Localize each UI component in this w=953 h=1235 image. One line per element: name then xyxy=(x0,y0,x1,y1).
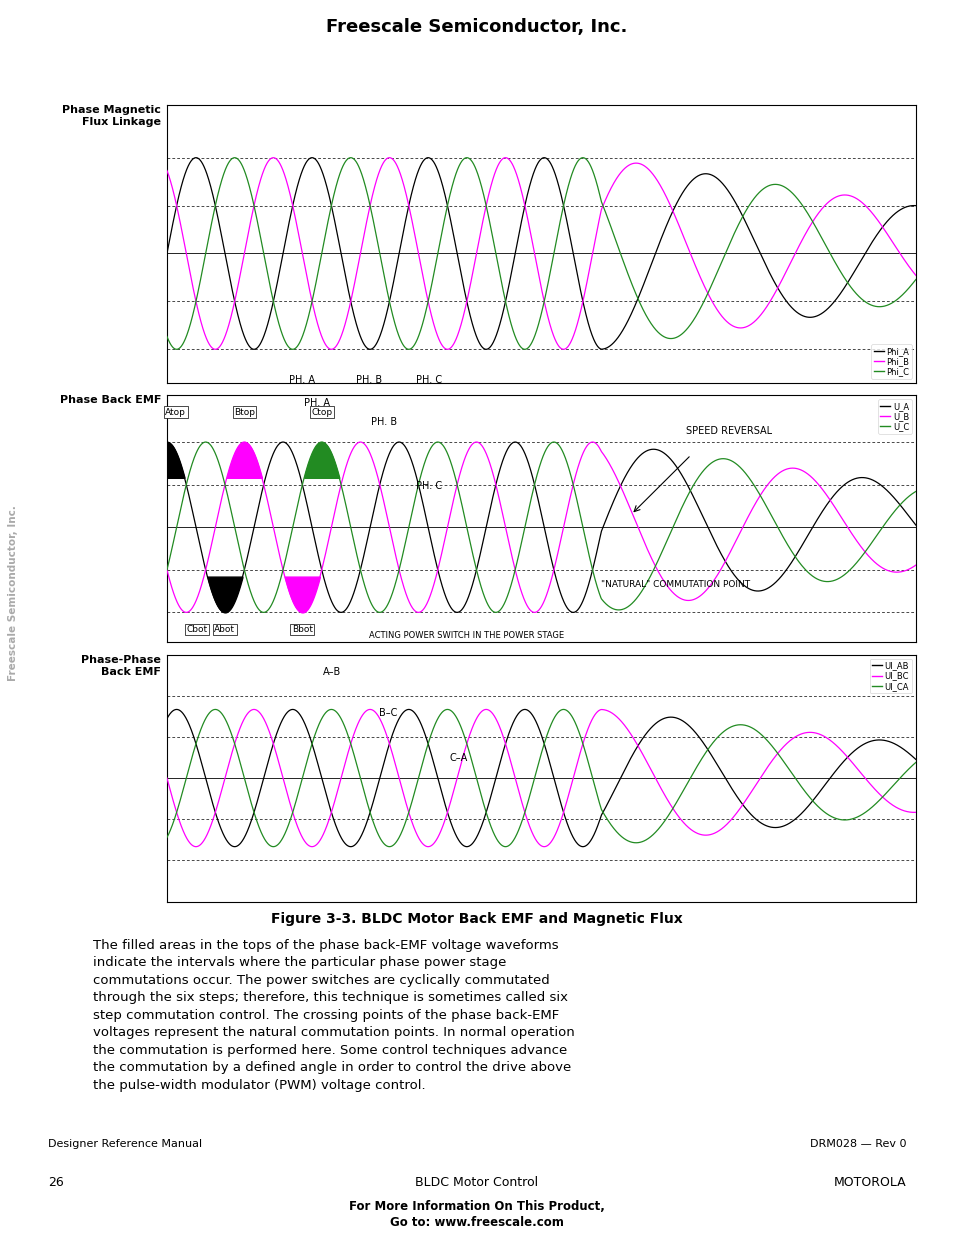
Text: Phase-Phase
Back EMF: Phase-Phase Back EMF xyxy=(81,655,161,677)
Legend: U_A, U_B, U_C: U_A, U_B, U_C xyxy=(877,399,911,433)
Text: Figure 3-3. BLDC Motor Back EMF and Magnetic Flux: Figure 3-3. BLDC Motor Back EMF and Magn… xyxy=(271,911,682,926)
Text: SPEED REVERSAL: SPEED REVERSAL xyxy=(685,426,771,436)
Text: BLDC Motor Control: BLDC Motor Control xyxy=(30,64,184,79)
Text: B–C: B–C xyxy=(378,709,396,719)
Legend: UI_AB, UI_BC, UI_CA: UI_AB, UI_BC, UI_CA xyxy=(869,658,911,693)
Text: Bbot: Bbot xyxy=(292,625,313,634)
Text: Abot: Abot xyxy=(214,625,235,634)
Text: ACTING POWER SWITCH IN THE POWER STAGE: ACTING POWER SWITCH IN THE POWER STAGE xyxy=(369,631,563,640)
Text: Freescale Semiconductor, Inc.: Freescale Semiconductor, Inc. xyxy=(326,19,627,36)
Text: MOTOROLA: MOTOROLA xyxy=(833,1176,905,1189)
Text: DRM028 — Rev 0: DRM028 — Rev 0 xyxy=(809,1140,905,1150)
Text: PH. B: PH. B xyxy=(355,375,382,385)
Text: For More Information On This Product,
Go to: www.freescale.com: For More Information On This Product, Go… xyxy=(349,1200,604,1229)
Text: Phase Magnetic
Flux Linkage: Phase Magnetic Flux Linkage xyxy=(62,105,161,127)
Text: The filled areas in the tops of the phase back-EMF voltage waveforms
    indicat: The filled areas in the tops of the phas… xyxy=(76,939,575,1092)
Text: Phase Back EMF: Phase Back EMF xyxy=(59,395,161,405)
Text: 26: 26 xyxy=(48,1176,64,1189)
Text: Freescale Semiconductor, Inc.: Freescale Semiconductor, Inc. xyxy=(9,505,18,680)
Text: Btop: Btop xyxy=(233,408,254,416)
Text: BLDC Motor Control: BLDC Motor Control xyxy=(415,1176,538,1189)
Text: C–A: C–A xyxy=(450,753,468,763)
Text: "NATURAL" COMMUTATION POINT: "NATURAL" COMMUTATION POINT xyxy=(600,580,750,589)
Text: PH. B: PH. B xyxy=(371,417,396,427)
Text: Ctop: Ctop xyxy=(311,408,332,416)
Text: PH. A: PH. A xyxy=(303,398,330,409)
Text: Designer Reference Manual: Designer Reference Manual xyxy=(48,1140,202,1150)
Text: Cbot: Cbot xyxy=(186,625,207,634)
Legend: Phi_A, Phi_B, Phi_C: Phi_A, Phi_B, Phi_C xyxy=(870,345,911,379)
Text: A–B: A–B xyxy=(322,667,340,677)
Text: Atop: Atop xyxy=(165,408,186,416)
Text: PH. C: PH. C xyxy=(416,480,441,490)
Text: PH. A: PH. A xyxy=(289,375,314,385)
Text: PH. C: PH. C xyxy=(416,375,441,385)
